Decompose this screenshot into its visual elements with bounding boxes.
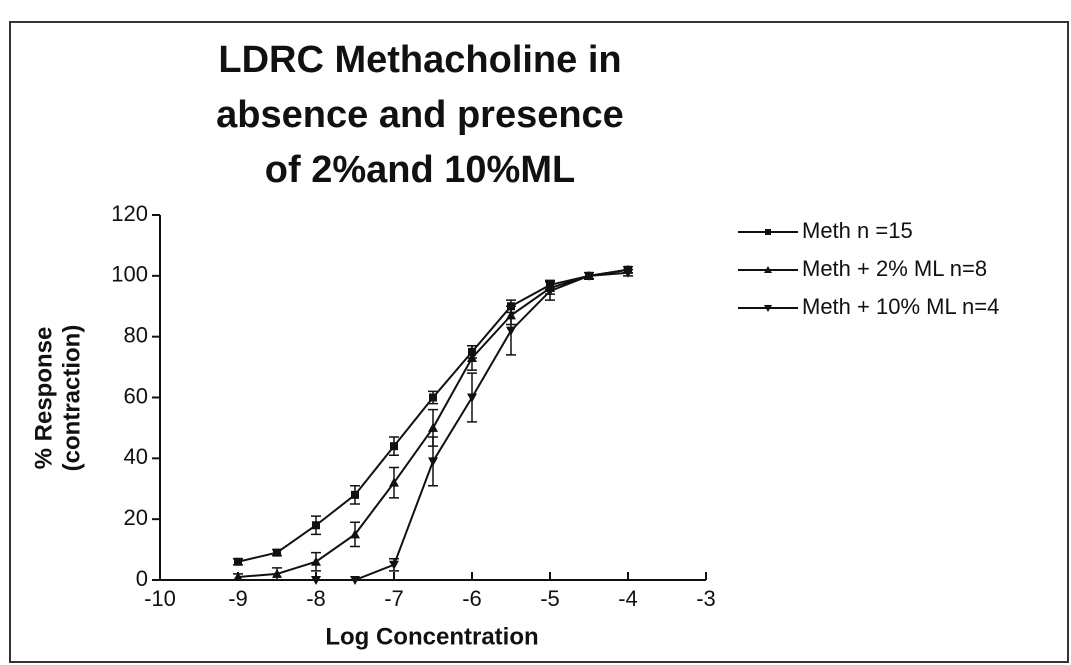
y-tick-label: 40 <box>124 444 148 469</box>
x-tick-label: -7 <box>384 586 404 611</box>
y-tick-label: 80 <box>124 322 148 347</box>
y-tick-label: 20 <box>124 505 148 530</box>
x-tick-label: -6 <box>462 586 482 611</box>
marker <box>428 457 438 466</box>
marker <box>429 394 437 402</box>
legend-marker <box>765 229 771 235</box>
marker <box>351 491 359 499</box>
x-tick-label: -10 <box>144 586 176 611</box>
chart: LDRC Methacholine in absence and presenc… <box>0 0 1071 665</box>
series-line <box>316 273 628 580</box>
x-tick-label: -4 <box>618 586 638 611</box>
y-tick-label: 100 <box>111 262 148 287</box>
y-tick-label: 0 <box>136 566 148 591</box>
chart-title: LDRC Methacholine in <box>218 39 621 81</box>
legend-label: Meth + 2% ML n=8 <box>802 256 987 281</box>
marker <box>428 423 438 432</box>
y-tick-label: 120 <box>111 201 148 226</box>
x-axis-label: Log Concentration <box>325 623 538 650</box>
x-tick-label: -9 <box>228 586 248 611</box>
marker <box>467 394 477 403</box>
marker <box>506 327 516 336</box>
marker <box>312 521 320 529</box>
legend-label: Meth + 10% ML n=4 <box>802 294 999 319</box>
legend-label: Meth n =15 <box>802 218 913 243</box>
x-tick-label: -5 <box>540 586 560 611</box>
chart-title: absence and presence <box>216 94 624 136</box>
x-tick-label: -8 <box>306 586 326 611</box>
y-axis-label-group: % Response (contraction) <box>30 325 85 472</box>
y-tick-label: 60 <box>124 383 148 408</box>
y-axis-label: % Response <box>30 327 57 470</box>
marker <box>390 442 398 450</box>
marker <box>273 549 281 557</box>
x-tick-label: -3 <box>696 586 716 611</box>
y-axis-label: (contraction) <box>58 325 85 472</box>
chart-title: of 2%and 10%ML <box>265 149 575 191</box>
marker <box>234 558 242 566</box>
